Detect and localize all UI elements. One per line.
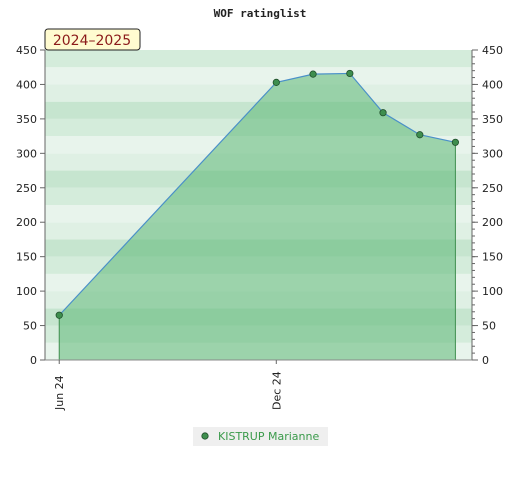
y-tick-label-right: 50 [482,320,496,333]
data-point[interactable] [379,109,387,117]
y-tick-label-right: 300 [482,147,503,160]
data-point[interactable] [451,138,459,146]
y-tick-label-left: 100 [16,285,37,298]
y-tick-label-left: 350 [16,113,37,126]
y-tick-label-left: 200 [16,216,37,229]
y-tick-label-left: 450 [16,44,37,57]
data-points [55,69,459,319]
series-area [59,73,456,360]
legend-box [193,427,328,446]
legend-marker [201,432,209,440]
y-tick-label-right: 450 [482,44,503,57]
y-tick-label-right: 350 [482,113,503,126]
grid-band [45,50,472,68]
legend-label: KISTRUP Marianne [218,430,319,443]
y-tick-label-left: 300 [16,147,37,160]
chart-title: WOF ratinglist [214,7,307,20]
y-tick-label-right: 250 [482,182,503,195]
season-badge-body [44,28,141,51]
y-tick-label-left: 0 [30,354,37,367]
x-tick-label: Dec 24 [270,371,283,410]
y-tick-label-left: 400 [16,78,37,91]
y-tick-label-right: 100 [482,285,503,298]
grid-band [45,84,472,102]
y-tick-label-left: 250 [16,182,37,195]
y-tick-label-right: 150 [482,251,503,264]
y-tick-label-left: 150 [16,251,37,264]
grid-band [45,67,472,85]
data-point[interactable] [346,69,354,78]
data-point[interactable] [55,311,63,319]
y-tick-label-right: 200 [482,216,503,229]
season-badge: 2024–2025 [44,28,141,51]
y-tick-label-right: 400 [482,78,503,91]
data-point[interactable] [309,70,317,78]
data-point[interactable] [272,78,280,86]
tick-labels: 0 0 50 50 100 100 150 150 200 200 250 250 300 300 350 3… [16,44,503,411]
data-point[interactable] [416,131,424,139]
y-tick-label-right: 0 [482,354,489,367]
x-tick-label: Jun 24 [53,375,66,411]
axes [40,49,478,364]
legend: KISTRUP Marianne [193,427,328,446]
y-tick-label-left: 50 [23,320,37,333]
season-badge-label: 2024–2025 [53,33,131,49]
